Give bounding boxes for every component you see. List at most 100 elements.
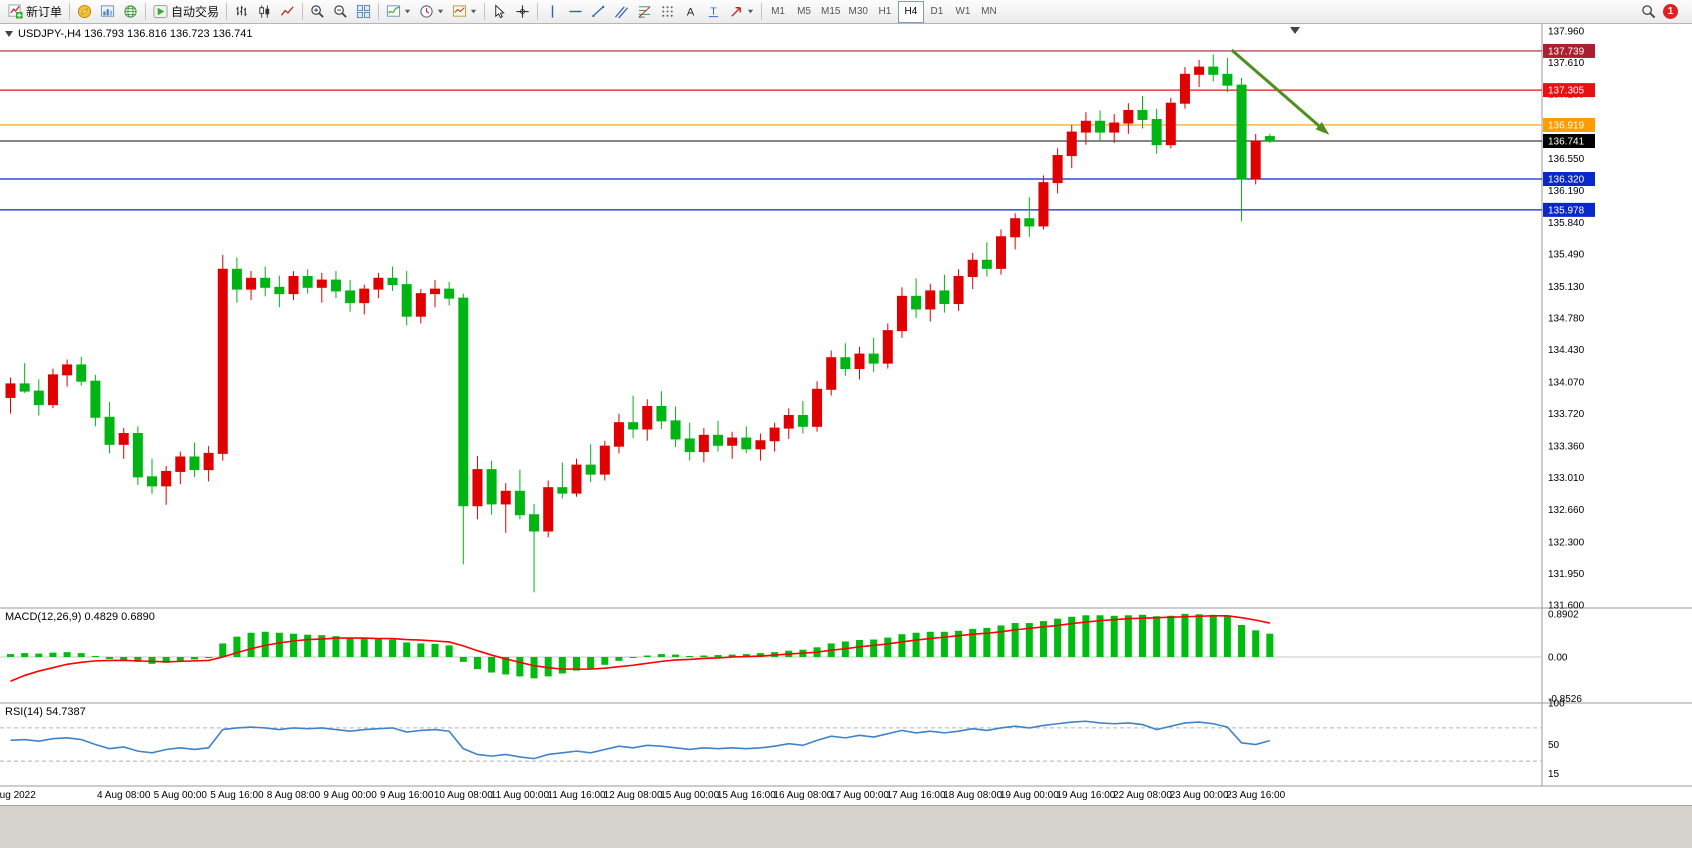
chart-blue-icon xyxy=(100,4,115,19)
candle xyxy=(345,290,356,304)
candle xyxy=(1080,120,1091,133)
arrow-tool-icon xyxy=(729,4,744,19)
candle xyxy=(175,456,186,472)
macd-histogram-bar xyxy=(275,632,283,657)
candle xyxy=(132,433,143,478)
toolbar-equidistant-channel-button[interactable] xyxy=(610,1,633,23)
timeframe-w1-button[interactable]: W1 xyxy=(955,6,971,17)
toolbar-text-button[interactable]: A xyxy=(679,1,702,23)
macd-histogram-bar xyxy=(700,655,708,657)
time-axis-label: 23 Aug 16:00 xyxy=(1226,790,1285,801)
toolbar-market-button[interactable] xyxy=(96,1,119,23)
candle xyxy=(387,277,398,286)
rsi-line xyxy=(10,720,1271,760)
toolbar-separator xyxy=(302,3,304,20)
trendline-icon xyxy=(591,4,606,19)
toolbar-separator xyxy=(761,3,763,20)
bar-chart-icon xyxy=(234,4,249,19)
macd-histogram-bar xyxy=(374,639,382,657)
candle xyxy=(1179,73,1190,104)
candle xyxy=(953,275,964,305)
text-t-icon: T xyxy=(706,4,721,19)
trend-arrow-head[interactable] xyxy=(1315,121,1330,135)
toolbar-zoom-in-button[interactable] xyxy=(306,1,329,23)
toolbar-trendline-button[interactable] xyxy=(587,1,610,23)
macd-histogram-bar xyxy=(898,634,906,657)
toolbar-new-order-button[interactable]: 新订单 xyxy=(4,1,66,23)
toolbar-bar-chart-mode-button[interactable] xyxy=(230,1,253,23)
price-axis-label: 133.010 xyxy=(1548,473,1585,484)
time-axis-label: 9 Aug 16:00 xyxy=(380,790,434,801)
macd-histogram-bar xyxy=(91,656,99,658)
svg-text:T: T xyxy=(710,6,717,17)
toolbar-auto-trading-button[interactable]: 自动交易 xyxy=(149,1,223,23)
autotrade-icon xyxy=(153,4,168,19)
candle xyxy=(62,364,73,376)
macd-histogram-bar xyxy=(445,645,453,657)
timeframe-d1-button[interactable]: D1 xyxy=(930,6,944,17)
timeframe-mn-button[interactable]: MN xyxy=(981,6,997,17)
toolbar-templates-button[interactable] xyxy=(448,1,481,23)
toolbar-fibonacci-button[interactable] xyxy=(633,1,656,23)
toolbar-text-label-button[interactable]: T xyxy=(702,1,725,23)
new-order-icon xyxy=(8,4,23,19)
candle xyxy=(1264,136,1275,142)
price-axis-label: 134.430 xyxy=(1548,345,1585,356)
time-axis-label: 19 Aug 16:00 xyxy=(1056,790,1115,801)
macd-histogram-bar xyxy=(870,639,878,657)
candle xyxy=(274,286,285,295)
macd-histogram-bar xyxy=(1153,616,1161,657)
toolbar-news-button[interactable] xyxy=(119,1,142,23)
macd-signal-line xyxy=(10,614,1271,682)
chart-window[interactable]: USDJPY-,H4 136.793 136.816 136.723 136.7… xyxy=(0,24,1692,805)
timeframe-h1-button[interactable]: H1 xyxy=(878,6,892,17)
toolbar-objects-button[interactable] xyxy=(656,1,679,23)
toolbar-indicators-button[interactable] xyxy=(382,1,415,23)
candle xyxy=(698,434,709,453)
timeframe-m1-button[interactable]: M1 xyxy=(771,6,785,17)
main-toolbar: 新订单 自动交易 A T M1 M5 M15 M30 H1 H4 D1 W1 MN 1 xyxy=(0,0,1692,24)
notification-badge[interactable]: 1 xyxy=(1663,4,1678,19)
toolbar-vertical-line-button[interactable] xyxy=(541,1,564,23)
candle xyxy=(812,388,823,427)
macd-histogram-bar xyxy=(219,643,227,657)
toolbar-zoom-out-button[interactable] xyxy=(329,1,352,23)
timeframe-m5-button[interactable]: M5 xyxy=(797,6,811,17)
price-badge-label: 137.739 xyxy=(1548,46,1585,57)
candle xyxy=(882,330,893,364)
price-axis-label: 136.550 xyxy=(1548,154,1585,165)
toolbar-horizontal-line-button[interactable] xyxy=(564,1,587,23)
macd-histogram-bar xyxy=(955,630,963,657)
rsi-axis-label: 50 xyxy=(1548,740,1560,751)
template-icon xyxy=(452,4,467,19)
price-badge-label: 136.320 xyxy=(1548,175,1585,186)
candle xyxy=(1208,66,1219,75)
toolbar-crosshair-button[interactable] xyxy=(511,1,534,23)
candle xyxy=(783,414,794,429)
toolbar-tile-windows-button[interactable] xyxy=(352,1,375,23)
timeframe-m30-button[interactable]: M30 xyxy=(848,6,868,17)
price-chart-canvas[interactable]: 137.960137.610137.260136.900136.550136.1… xyxy=(0,24,1692,805)
price-axis-label: 132.300 xyxy=(1548,537,1585,548)
toolbar-periods-button[interactable] xyxy=(415,1,448,23)
price-axis-label: 131.950 xyxy=(1548,569,1585,580)
chevron-down-icon xyxy=(747,8,754,15)
toolbar-cursor-button[interactable] xyxy=(488,1,511,23)
time-axis-label: 5 Aug 00:00 xyxy=(154,790,208,801)
timeframe-m15-button[interactable]: M15 xyxy=(821,6,841,17)
trend-arrow-line[interactable] xyxy=(1230,48,1320,127)
chart-shift-marker-icon[interactable] xyxy=(1290,27,1300,34)
search-icon[interactable] xyxy=(1641,4,1656,19)
macd-histogram-bar xyxy=(389,639,397,657)
macd-histogram-bar xyxy=(742,654,750,657)
timeframe-h4-button[interactable]: H4 xyxy=(897,0,924,23)
candle xyxy=(585,464,596,475)
macd-histogram-bar xyxy=(417,643,425,657)
macd-histogram-bar xyxy=(1068,616,1076,657)
toolbar-mql5-community-button[interactable] xyxy=(73,1,96,23)
toolbar-arrows-button[interactable] xyxy=(725,1,758,23)
candle xyxy=(330,279,341,292)
macd-histogram-bar xyxy=(1139,614,1146,657)
toolbar-candlestick-mode-button[interactable] xyxy=(253,1,276,23)
toolbar-line-chart-mode-button[interactable] xyxy=(276,1,299,23)
